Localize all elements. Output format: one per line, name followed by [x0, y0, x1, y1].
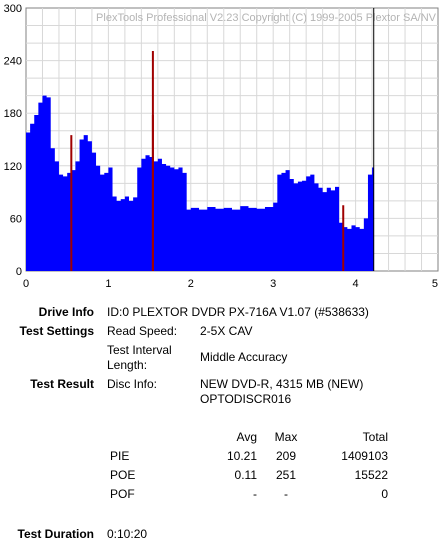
read-speed-value: 2-5X CAV — [200, 324, 253, 338]
interval-label-line1: Test Interval — [107, 343, 172, 357]
y-tick-label: 240 — [4, 56, 22, 68]
test-settings-label: Test Settings — [19, 324, 94, 338]
x-tick-label: 1 — [105, 278, 111, 290]
drive-info-value: ID:0 PLEXTOR DVDR PX-716A V1.07 (#538633… — [107, 305, 369, 319]
row-pie-total: 1409103 — [341, 449, 388, 463]
x-tick-labels: 0 1 2 3 4 5 — [23, 278, 438, 290]
y-tick-label: 0 — [16, 266, 22, 278]
header-max: Max — [274, 430, 298, 444]
header-total: Total — [362, 430, 388, 444]
y-tick-labels: 0 60 120 180 240 300 — [4, 3, 22, 278]
chart-title: PlexTools Professional V2.23 Copyright (… — [96, 12, 437, 24]
row-poe-total: 15522 — [354, 468, 388, 482]
error-chart: PlexTools Professional V2.23 Copyright (… — [4, 3, 439, 290]
row-poe-max: 251 — [275, 468, 297, 482]
row-poe-name: POE — [110, 468, 136, 482]
row-pof-max: - — [284, 487, 288, 501]
interval-label-line2: Length: — [107, 358, 148, 372]
test-result-label: Test Result — [30, 377, 94, 391]
row-pof-name: POF — [110, 487, 135, 501]
drive-info-label: Drive Info — [38, 305, 94, 319]
read-speed-label: Read Speed: — [107, 324, 178, 338]
pie-area-series — [26, 95, 374, 272]
disc-info-line2: OPTODISCR016 — [200, 392, 292, 406]
header-avg: Avg — [236, 430, 257, 444]
x-tick-label: 2 — [188, 278, 194, 290]
disc-info-label: Disc Info: — [107, 377, 158, 391]
series-layer — [26, 50, 374, 272]
y-tick-label: 60 — [10, 213, 22, 225]
row-pof-avg: - — [253, 487, 257, 501]
row-pie-name: PIE — [110, 449, 130, 463]
y-tick-label: 120 — [4, 161, 22, 173]
test-duration-value: 0:10:20 — [107, 527, 148, 541]
row-poe-avg: 0.11 — [234, 468, 257, 482]
row-pie-avg: 10.21 — [226, 449, 257, 463]
x-tick-label: 0 — [23, 278, 29, 290]
x-tick-label: 4 — [353, 278, 359, 290]
test-duration-label: Test Duration — [17, 527, 94, 541]
x-tick-label: 3 — [270, 278, 276, 290]
interval-value: Middle Accuracy — [200, 350, 288, 364]
y-tick-label: 300 — [4, 3, 22, 15]
disc-info-line1: NEW DVD-R, 4315 MB (NEW) — [200, 377, 364, 391]
row-pie-max: 209 — [275, 449, 297, 463]
y-tick-label: 180 — [4, 108, 22, 120]
row-pof-total: 0 — [381, 487, 388, 501]
x-tick-label: 5 — [432, 278, 438, 290]
